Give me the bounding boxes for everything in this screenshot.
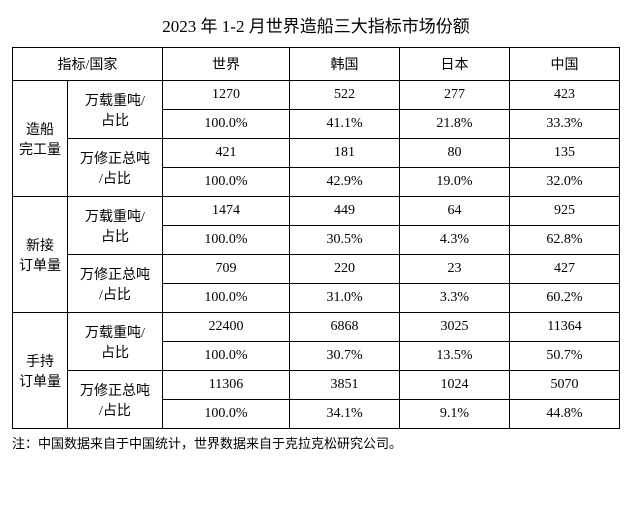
value-cell: 709	[163, 255, 290, 284]
value-cell: 449	[290, 197, 400, 226]
percent-cell: 100.0%	[163, 168, 290, 197]
value-cell: 135	[510, 139, 620, 168]
percent-cell: 30.5%	[290, 226, 400, 255]
header-cell: 日本	[400, 48, 510, 81]
table-row: 新接 订单量万载重吨/ 占比147444964925	[13, 197, 620, 226]
value-cell: 3025	[400, 313, 510, 342]
value-cell: 1024	[400, 371, 510, 400]
percent-cell: 100.0%	[163, 110, 290, 139]
percent-cell: 9.1%	[400, 400, 510, 429]
percent-cell: 33.3%	[510, 110, 620, 139]
value-cell: 220	[290, 255, 400, 284]
header-cell: 中国	[510, 48, 620, 81]
percent-cell: 44.8%	[510, 400, 620, 429]
percent-cell: 19.0%	[400, 168, 510, 197]
percent-cell: 13.5%	[400, 342, 510, 371]
percent-cell: 50.7%	[510, 342, 620, 371]
sub-label-cell: 万载重吨/ 占比	[68, 81, 163, 139]
percent-cell: 41.1%	[290, 110, 400, 139]
table-row: 造船 完工量万载重吨/ 占比1270522277423	[13, 81, 620, 110]
percent-cell: 100.0%	[163, 226, 290, 255]
value-cell: 1270	[163, 81, 290, 110]
header-row: 指标/国家 世界 韩国 日本 中国	[13, 48, 620, 81]
percent-cell: 30.7%	[290, 342, 400, 371]
sub-label-cell: 万修正总吨 /占比	[68, 255, 163, 313]
sub-label-cell: 万修正总吨 /占比	[68, 371, 163, 429]
percent-cell: 62.8%	[510, 226, 620, 255]
percent-cell: 100.0%	[163, 284, 290, 313]
value-cell: 11306	[163, 371, 290, 400]
value-cell: 11364	[510, 313, 620, 342]
percent-cell: 32.0%	[510, 168, 620, 197]
table-footnote: 注：中国数据来自于中国统计，世界数据来自于克拉克松研究公司。	[12, 433, 620, 452]
sub-label-cell: 万载重吨/ 占比	[68, 197, 163, 255]
percent-cell: 42.9%	[290, 168, 400, 197]
value-cell: 427	[510, 255, 620, 284]
value-cell: 22400	[163, 313, 290, 342]
percent-cell: 21.8%	[400, 110, 510, 139]
value-cell: 925	[510, 197, 620, 226]
table-row: 万修正总吨 /占比42118180135	[13, 139, 620, 168]
value-cell: 80	[400, 139, 510, 168]
table-row: 手持 订单量万载重吨/ 占比224006868302511364	[13, 313, 620, 342]
table-row: 万修正总吨 /占比70922023427	[13, 255, 620, 284]
percent-cell: 31.0%	[290, 284, 400, 313]
sub-label-cell: 万载重吨/ 占比	[68, 313, 163, 371]
percent-cell: 100.0%	[163, 342, 290, 371]
value-cell: 23	[400, 255, 510, 284]
percent-cell: 4.3%	[400, 226, 510, 255]
table-row: 万修正总吨 /占比11306385110245070	[13, 371, 620, 400]
percent-cell: 34.1%	[290, 400, 400, 429]
group-label-cell: 造船 完工量	[13, 81, 68, 197]
sub-label-cell: 万修正总吨 /占比	[68, 139, 163, 197]
percent-cell: 100.0%	[163, 400, 290, 429]
value-cell: 277	[400, 81, 510, 110]
value-cell: 6868	[290, 313, 400, 342]
value-cell: 421	[163, 139, 290, 168]
value-cell: 522	[290, 81, 400, 110]
header-cell: 世界	[163, 48, 290, 81]
value-cell: 3851	[290, 371, 400, 400]
header-cell: 韩国	[290, 48, 400, 81]
percent-cell: 3.3%	[400, 284, 510, 313]
group-label-cell: 新接 订单量	[13, 197, 68, 313]
group-label-cell: 手持 订单量	[13, 313, 68, 429]
value-cell: 64	[400, 197, 510, 226]
value-cell: 5070	[510, 371, 620, 400]
value-cell: 423	[510, 81, 620, 110]
table-title: 2023 年 1-2 月世界造船三大指标市场份额	[12, 12, 620, 37]
percent-cell: 60.2%	[510, 284, 620, 313]
value-cell: 181	[290, 139, 400, 168]
data-table: 指标/国家 世界 韩国 日本 中国 造船 完工量万载重吨/ 占比12705222…	[12, 47, 620, 429]
value-cell: 1474	[163, 197, 290, 226]
header-cell: 指标/国家	[13, 48, 163, 81]
